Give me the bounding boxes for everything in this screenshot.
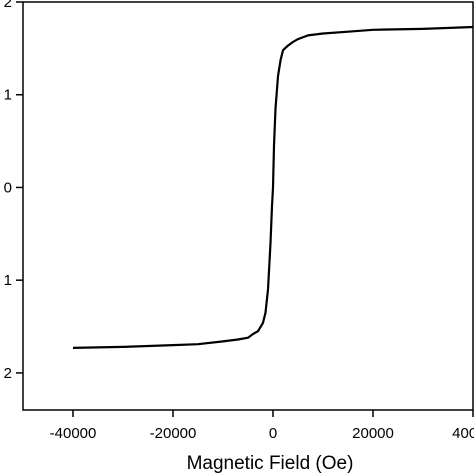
series-lines [72,25,474,349]
y-tick-label: 2 [4,0,12,11]
x-axis-ticks: -40000 -20000 0 20000 40000 [50,410,474,442]
y-axis-ticks: 2 1 0 1 2 [4,0,23,382]
y-tick-label: 1 [4,87,12,104]
y-tick-label: 2 [4,365,12,382]
plot-frame [22,1,474,411]
magnetization-curve [72,25,474,349]
x-tick-label: -20000 [150,425,197,442]
y-tick-label: 1 [4,272,12,289]
y-tick-label: 0 [4,179,12,196]
x-tick-label: 0 [269,425,277,442]
x-axis-label: Magnetic Field (Oe) [187,453,354,474]
x-tick-label: -40000 [50,425,97,442]
x-tick-label: 40000 [452,425,474,442]
x-tick-label: 20000 [352,425,394,442]
